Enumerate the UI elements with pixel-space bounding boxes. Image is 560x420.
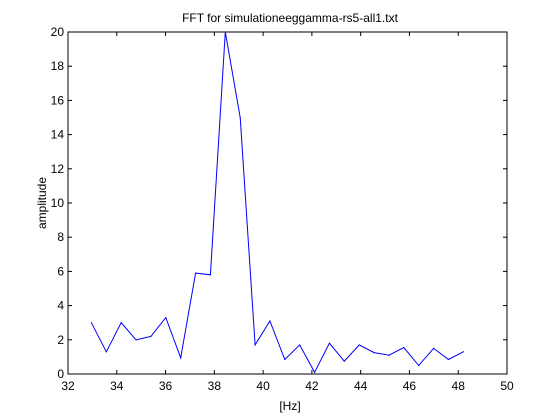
y-tick-label: 4 — [57, 299, 64, 313]
data-point — [239, 116, 241, 119]
y-tick-label: 18 — [51, 59, 65, 73]
data-point — [447, 358, 450, 361]
series-group — [90, 31, 464, 374]
data-point — [165, 316, 167, 319]
y-tick-label: 0 — [57, 367, 64, 381]
y-tick-label: 16 — [51, 93, 65, 107]
data-point — [269, 320, 271, 322]
y-tick-label: 14 — [51, 128, 65, 142]
series-line — [90, 31, 464, 374]
data-point — [284, 358, 286, 361]
data-point — [120, 322, 122, 324]
y-tick-label: 10 — [51, 196, 65, 210]
data-point — [150, 335, 152, 337]
data-point — [180, 357, 182, 359]
y-axis-label: amplitude — [35, 177, 49, 229]
chart-title: FFT for simulationeeggamma-rs5-all1.txt — [182, 11, 399, 25]
x-tick-label: 48 — [452, 379, 466, 393]
y-tick-label: 8 — [57, 230, 64, 244]
x-tick-label: 40 — [256, 379, 270, 393]
x-tick-label: 42 — [305, 379, 319, 393]
data-point — [403, 346, 405, 349]
data-point — [432, 347, 435, 349]
data-point — [313, 371, 316, 373]
data-point — [135, 339, 137, 341]
data-point — [418, 364, 420, 367]
data-point — [224, 31, 226, 33]
x-tick-label: 34 — [110, 379, 124, 393]
plot-area-box — [67, 31, 508, 375]
x-tick-label: 44 — [354, 379, 368, 393]
data-point — [358, 344, 360, 346]
x-tick-label: 50 — [500, 379, 514, 393]
y-tick-label: 12 — [51, 162, 65, 176]
data-point — [462, 351, 464, 353]
data-point — [299, 344, 301, 346]
y-tick-label: 20 — [51, 25, 65, 39]
x-tick-label: 32 — [61, 379, 75, 393]
y-tick-label: 2 — [57, 333, 64, 347]
data-point — [90, 322, 93, 324]
data-point — [388, 354, 390, 356]
data-point — [373, 352, 375, 354]
data-point — [194, 272, 197, 274]
data-point — [254, 344, 256, 346]
x-axis-label: [Hz] — [279, 399, 300, 413]
data-point — [209, 274, 212, 276]
x-tick-label: 46 — [403, 379, 417, 393]
data-point — [343, 360, 345, 362]
x-tick-label: 36 — [159, 379, 173, 393]
y-tick-label: 6 — [57, 264, 64, 278]
x-tick-label: 38 — [208, 379, 222, 393]
data-point — [328, 342, 331, 344]
data-point — [105, 351, 107, 353]
